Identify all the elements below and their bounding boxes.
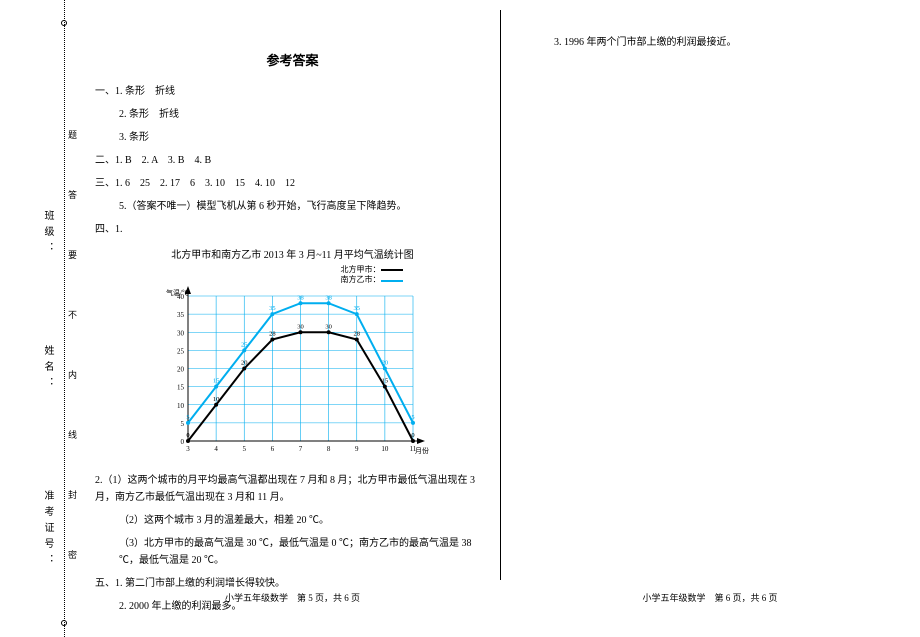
svg-text:15: 15 (212, 377, 219, 384)
svg-text:35: 35 (177, 311, 185, 319)
svg-text:15: 15 (177, 383, 185, 391)
seal-char: 封 (66, 490, 79, 499)
svg-text:5: 5 (242, 445, 246, 453)
seal-char: 题 (66, 130, 79, 139)
svg-text:30: 30 (297, 323, 304, 330)
seal-char: 内 (66, 370, 79, 379)
svg-text:25: 25 (177, 347, 185, 355)
svg-text:5: 5 (186, 414, 189, 421)
answer-line: 三、1. 6 25 2. 17 6 3. 10 15 4. 10 12 (95, 175, 490, 192)
binding-bar: 准考证号： 姓名： 班级： 密 封 线 内 不 要 答 题 (0, 0, 70, 637)
svg-text:35: 35 (353, 305, 360, 312)
answer-line: 2.（1）这两个城市的月平均最高气温都出现在 7 月和 8 月；北方甲市最低气温… (95, 472, 490, 506)
svg-text:30: 30 (325, 323, 332, 330)
svg-text:8: 8 (326, 445, 330, 453)
svg-text:5: 5 (411, 414, 414, 421)
seal-char: 不 (66, 310, 79, 319)
svg-text:20: 20 (241, 359, 248, 366)
seal-char: 要 (66, 250, 79, 259)
binding-label-exam-id: 准考证号： (40, 490, 55, 570)
page-title: 参考答案 (95, 50, 490, 69)
answer-line: 五、1. 第二门市部上缴的利润增长得较快。 (95, 575, 490, 592)
svg-text:10: 10 (177, 402, 185, 410)
answer-line: 3. 条形 (95, 129, 490, 146)
svg-text:38: 38 (325, 294, 332, 301)
answer-line: （3）北方甲市的最高气温是 30 ℃，最低气温是 0 ℃；南方乙市的最高气温是 … (95, 535, 490, 569)
answer-line: （2）这两个城市 3 月的温差最大，相差 20 ℃。 (95, 512, 490, 529)
seal-char: 线 (66, 430, 79, 439)
chart-svg: 051015202530354034567891011气温/℃月份5152535… (153, 286, 433, 461)
svg-text:20: 20 (177, 365, 185, 373)
svg-text:38: 38 (297, 294, 304, 301)
svg-text:30: 30 (177, 329, 185, 337)
answer-line: 四、1. (95, 221, 490, 238)
svg-text:9: 9 (355, 445, 359, 453)
svg-text:0: 0 (180, 438, 184, 446)
seal-char: 答 (66, 190, 79, 199)
answer-line: 一、1. 条形 折线 (95, 83, 490, 100)
svg-text:5: 5 (180, 420, 184, 428)
chart-legend: 北方甲市： 南方乙市： (153, 265, 433, 286)
svg-text:气温/℃: 气温/℃ (166, 288, 189, 297)
svg-text:28: 28 (269, 330, 276, 337)
svg-text:4: 4 (214, 445, 218, 453)
svg-text:20: 20 (381, 359, 388, 366)
legend-label-b: 南方乙市： (341, 275, 381, 284)
svg-text:月份: 月份 (415, 446, 429, 455)
svg-text:10: 10 (212, 396, 219, 403)
binding-label-class: 班级： (40, 210, 55, 258)
svg-text:7: 7 (298, 445, 302, 453)
svg-text:35: 35 (269, 305, 276, 312)
page-footer-left: 小学五年级数学 第 5 页，共 6 页 (95, 591, 490, 604)
chart-title: 北方甲市和南方乙市 2013 年 3 月~11 月平均气温统计图 (95, 246, 490, 261)
temperature-chart: 北方甲市： 南方乙市： 051015202530354034567891011气… (153, 265, 433, 464)
answer-line: 3. 1996 年两个门市部上缴的利润最接近。 (530, 34, 890, 51)
answer-line: 2. 条形 折线 (95, 106, 490, 123)
page-footer-right: 小学五年级数学 第 6 页，共 6 页 (530, 591, 890, 604)
column-divider (500, 10, 501, 580)
svg-text:0: 0 (186, 432, 189, 439)
right-column: 3. 1996 年两个门市部上缴的利润最接近。 小学五年级数学 第 6 页，共 … (530, 10, 890, 610)
svg-text:0: 0 (411, 432, 414, 439)
svg-text:10: 10 (381, 445, 389, 453)
svg-text:25: 25 (241, 341, 248, 348)
seal-char: 密 (66, 550, 79, 559)
svg-text:28: 28 (353, 330, 360, 337)
left-column: 参考答案 一、1. 条形 折线 2. 条形 折线 3. 条形 二、1. B 2.… (95, 10, 490, 610)
answer-line: 二、1. B 2. A 3. B 4. B (95, 152, 490, 169)
svg-text:15: 15 (381, 377, 388, 384)
binding-label-name: 姓名： (40, 345, 55, 393)
answer-line: 5.（答案不唯一）模型飞机从第 6 秒开始，飞行高度呈下降趋势。 (95, 198, 490, 215)
svg-text:6: 6 (270, 445, 274, 453)
svg-text:3: 3 (186, 445, 190, 453)
legend-label-a: 北方甲市： (341, 265, 381, 274)
